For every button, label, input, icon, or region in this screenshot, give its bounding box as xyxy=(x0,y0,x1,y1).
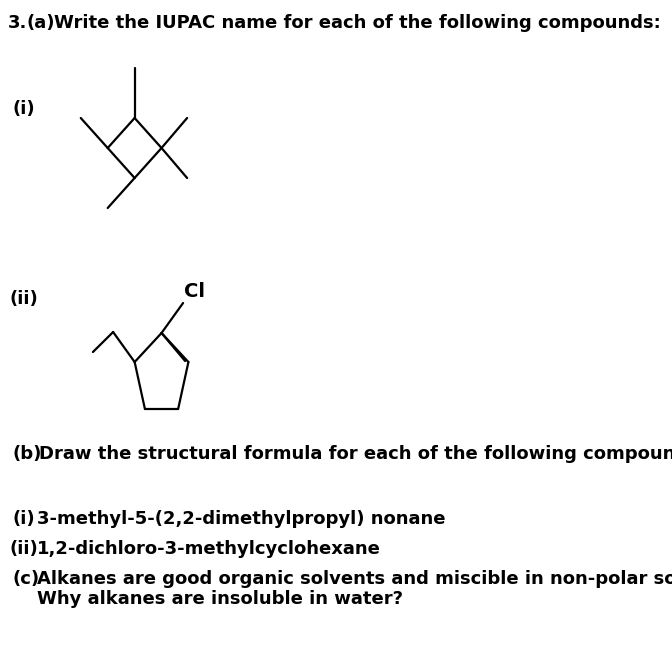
Text: (ii): (ii) xyxy=(9,540,38,558)
Text: (i): (i) xyxy=(12,100,35,118)
Text: (ii): (ii) xyxy=(9,290,38,308)
Text: (a): (a) xyxy=(27,14,55,32)
Text: 1,2-dichloro-3-methylcyclohexane: 1,2-dichloro-3-methylcyclohexane xyxy=(37,540,381,558)
Text: 3.: 3. xyxy=(8,14,28,32)
Text: 3-methyl-5-(2,2-dimethylpropyl) nonane: 3-methyl-5-(2,2-dimethylpropyl) nonane xyxy=(37,510,446,528)
Text: (c): (c) xyxy=(12,570,39,588)
Text: Why alkanes are insoluble in water?: Why alkanes are insoluble in water? xyxy=(37,590,403,608)
Text: Draw the structural formula for each of the following compounds:: Draw the structural formula for each of … xyxy=(39,445,672,463)
Text: (b): (b) xyxy=(12,445,42,463)
Text: Alkanes are good organic solvents and miscible in non-polar solvent.: Alkanes are good organic solvents and mi… xyxy=(37,570,672,588)
Text: Cl: Cl xyxy=(184,282,206,301)
Text: (i): (i) xyxy=(12,510,35,528)
Text: Write the IUPAC name for each of the following compounds:: Write the IUPAC name for each of the fol… xyxy=(54,14,661,32)
